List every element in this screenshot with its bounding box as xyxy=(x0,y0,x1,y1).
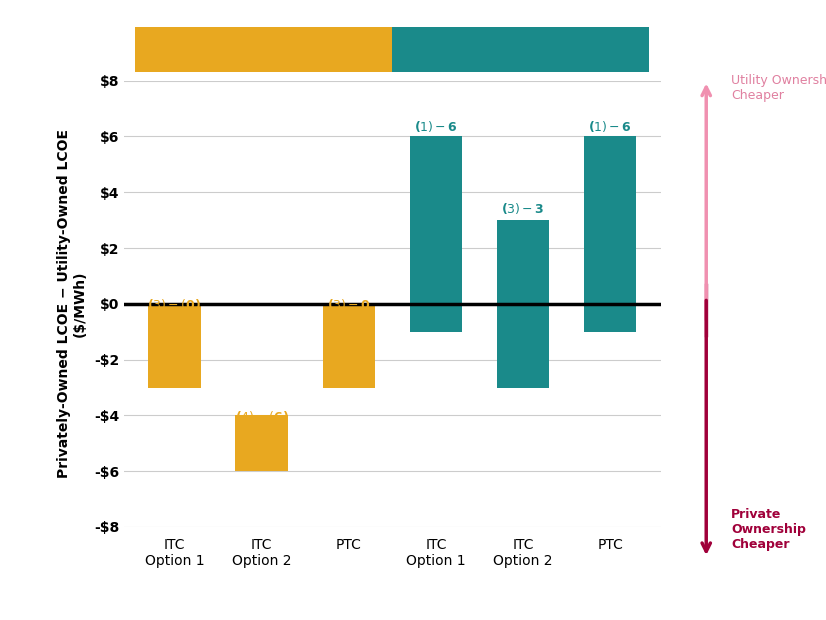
Bar xyxy=(410,136,462,332)
Bar xyxy=(149,304,201,388)
Bar xyxy=(235,415,287,471)
Text: ($3)-$0: ($3)-$0 xyxy=(327,297,371,312)
Text: ($3)-$3: ($3)-$3 xyxy=(501,201,545,216)
Bar xyxy=(392,27,649,72)
Bar xyxy=(584,136,636,332)
Text: ($4)-($6): ($4)-($6) xyxy=(235,409,289,424)
Bar xyxy=(323,304,375,388)
Text: ($3)-($0): ($3)-($0) xyxy=(147,297,202,312)
Bar xyxy=(497,220,549,388)
Text: ($1)-$6: ($1)-$6 xyxy=(588,118,632,134)
Text: Private
Ownership
Cheaper: Private Ownership Cheaper xyxy=(731,508,806,551)
Y-axis label: Privately-Owned LCOE − Utility-Owned LCOE
($/MWh): Privately-Owned LCOE − Utility-Owned LCO… xyxy=(57,130,87,478)
Bar xyxy=(135,27,392,72)
Text: ($1)-$6: ($1)-$6 xyxy=(414,118,458,134)
Text: Utility Ownership
Cheaper: Utility Ownership Cheaper xyxy=(731,74,826,102)
Text: Wind: Wind xyxy=(489,39,553,60)
Text: Solar: Solar xyxy=(231,39,297,60)
